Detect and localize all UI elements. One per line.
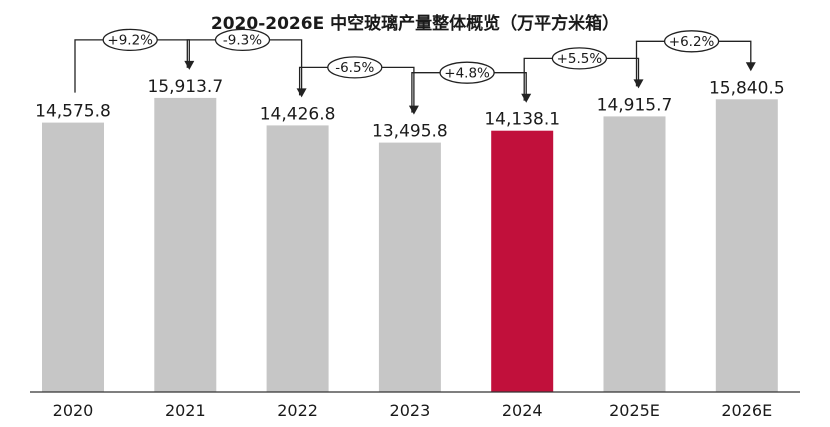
growth-connector-5: +5.5% bbox=[523, 47, 644, 101]
growth-arrows-group: +9.2% -9.3% -6.5% +4.8% +5.5% +6.2% bbox=[74, 28, 756, 115]
category-label-2023: 2023 bbox=[390, 401, 431, 420]
value-label-2022: 14,426.8 bbox=[260, 104, 336, 124]
value-label-2020: 14,575.8 bbox=[35, 102, 111, 122]
growth-label-1: +9.2% bbox=[107, 33, 153, 49]
chart-title: 2020-2026E 中空玻璃产量整体概览（万平方米箱） bbox=[211, 13, 619, 34]
growth-arrowhead-3 bbox=[408, 105, 419, 115]
growth-badge-1 bbox=[102, 28, 158, 52]
growth-label-5: +5.5% bbox=[557, 51, 603, 67]
growth-label-6: +6.2% bbox=[669, 34, 715, 50]
growth-arrowhead-6 bbox=[745, 62, 756, 72]
value-label-2021: 15,913.7 bbox=[147, 77, 223, 97]
growth-label-4: +4.8% bbox=[444, 66, 490, 82]
growth-badge-5 bbox=[551, 47, 608, 70]
category-label-2025e: 2025E bbox=[609, 401, 660, 420]
category-label-2021: 2021 bbox=[165, 401, 206, 420]
category-label-2024: 2024 bbox=[502, 401, 543, 420]
growth-arrowhead-2 bbox=[296, 88, 307, 98]
value-label-2024: 14,138.1 bbox=[484, 110, 560, 130]
growth-connector-2: -9.3% bbox=[186, 28, 307, 98]
bar-2021 bbox=[154, 97, 217, 393]
growth-badge-6 bbox=[663, 30, 720, 53]
growth-arrowhead-5 bbox=[633, 79, 644, 89]
growth-badge-3 bbox=[327, 56, 383, 79]
category-labels-group: 2020 2021 2022 2023 2024 2025E 2026E bbox=[53, 401, 773, 420]
category-label-2020: 2020 bbox=[53, 401, 94, 420]
bars-group bbox=[42, 97, 778, 393]
growth-connector-4: +4.8% bbox=[411, 61, 532, 113]
growth-label-2: -9.3% bbox=[223, 33, 262, 49]
growth-arrowhead-1 bbox=[184, 60, 195, 70]
category-label-2026e: 2026E bbox=[721, 401, 772, 420]
value-label-2026e: 15,840.5 bbox=[709, 78, 785, 98]
category-label-2022: 2022 bbox=[277, 401, 318, 420]
growth-connector-6: +6.2% bbox=[635, 30, 756, 87]
value-label-2023: 13,495.8 bbox=[372, 122, 448, 142]
growth-connector-1: +9.2% bbox=[74, 28, 195, 93]
bar-2026e bbox=[715, 99, 778, 393]
growth-arrowhead-4 bbox=[521, 93, 532, 103]
bar-2023 bbox=[378, 142, 441, 392]
value-label-2025e: 14,915.7 bbox=[597, 95, 673, 115]
bar-2025e bbox=[603, 116, 666, 393]
bar-2020 bbox=[42, 122, 104, 392]
growth-badge-2 bbox=[214, 28, 271, 52]
growth-connector-3: -6.5% bbox=[298, 56, 419, 115]
bar-2024 bbox=[491, 130, 554, 392]
growth-badge-4 bbox=[439, 61, 495, 84]
value-labels-group: 14,575.8 15,913.7 14,426.8 13,495.8 14,138.1… bbox=[35, 77, 785, 142]
growth-label-3: -6.5% bbox=[335, 60, 374, 76]
bar-2022 bbox=[266, 125, 329, 393]
